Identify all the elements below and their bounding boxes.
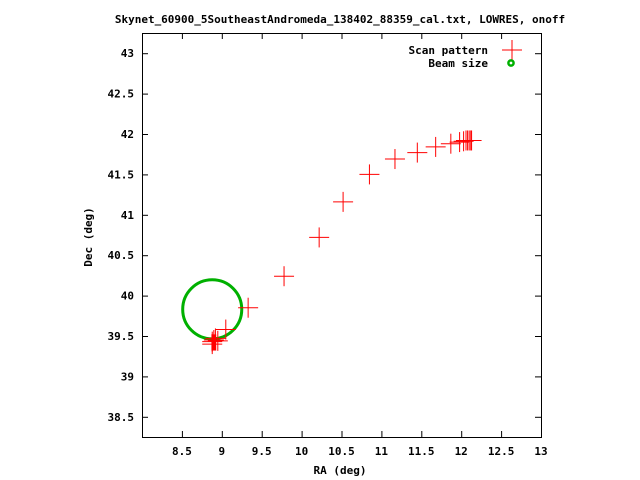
y-tick-label: 43 xyxy=(121,47,134,60)
x-tick-label: 10.5 xyxy=(328,445,355,458)
legend-marker-scan-pattern xyxy=(502,40,522,60)
x-tick-label: 13 xyxy=(534,445,547,458)
y-axis-label: Dec (deg) xyxy=(82,207,95,267)
y-tick-label: 38.5 xyxy=(108,411,135,424)
scan-point xyxy=(333,191,354,212)
x-tick-label: 10 xyxy=(295,445,308,458)
scan-point xyxy=(384,149,405,170)
x-tick-label: 12 xyxy=(455,445,468,458)
scan-point xyxy=(205,328,226,349)
x-tick-label: 8.5 xyxy=(172,445,192,458)
x-tick-label: 11.5 xyxy=(408,445,435,458)
legend: Scan pattern Beam size xyxy=(409,40,522,70)
y-tick-label: 40 xyxy=(121,290,134,303)
y-tick-label: 40.5 xyxy=(108,249,135,262)
y-tick-label: 41.5 xyxy=(108,168,135,181)
legend-beam-circle xyxy=(507,59,515,67)
x-tick-label: 12.5 xyxy=(488,445,515,458)
y-tick-label: 42.5 xyxy=(108,88,135,101)
y-tick-label: 42 xyxy=(121,128,134,141)
scan-point xyxy=(449,132,470,153)
x-tick-label: 9 xyxy=(218,445,225,458)
scan-point xyxy=(453,131,474,152)
scan-point xyxy=(274,266,295,287)
scan-point xyxy=(215,319,236,340)
legend-marker-beam-size xyxy=(507,59,515,67)
scan-point xyxy=(425,136,446,157)
scan-point xyxy=(207,330,228,351)
x-tick-label: 9.5 xyxy=(252,445,272,458)
scan-point xyxy=(203,330,224,351)
x-tick-label: 11 xyxy=(375,445,389,458)
x-axis-ticks: 8.5 9 9.5 10 10.5 11 11.5 12 12.5 13 xyxy=(172,33,548,458)
y-tick-label: 39 xyxy=(121,370,134,383)
plot-frame xyxy=(142,33,542,438)
y-tick-label: 41 xyxy=(121,209,135,222)
x-axis-label: RA (deg) xyxy=(314,464,367,477)
scan-point xyxy=(202,331,223,352)
chart-title: Skynet_60900_5SoutheastAndromeda_138402_… xyxy=(115,13,565,26)
scan-pattern-series xyxy=(202,130,482,355)
scan-point xyxy=(407,142,428,163)
scan-point xyxy=(309,227,330,248)
scan-point xyxy=(440,133,461,154)
scan-point xyxy=(359,164,380,185)
y-tick-label: 39.5 xyxy=(108,330,135,343)
scan-point xyxy=(238,297,259,318)
scan-point xyxy=(461,130,482,151)
legend-label-beam-size: Beam size xyxy=(428,57,488,70)
legend-label-scan-pattern: Scan pattern xyxy=(409,44,488,57)
y-axis-ticks: 38.5 39 39.5 40 40.5 41 41.5 42 42.5 43 xyxy=(108,47,541,424)
